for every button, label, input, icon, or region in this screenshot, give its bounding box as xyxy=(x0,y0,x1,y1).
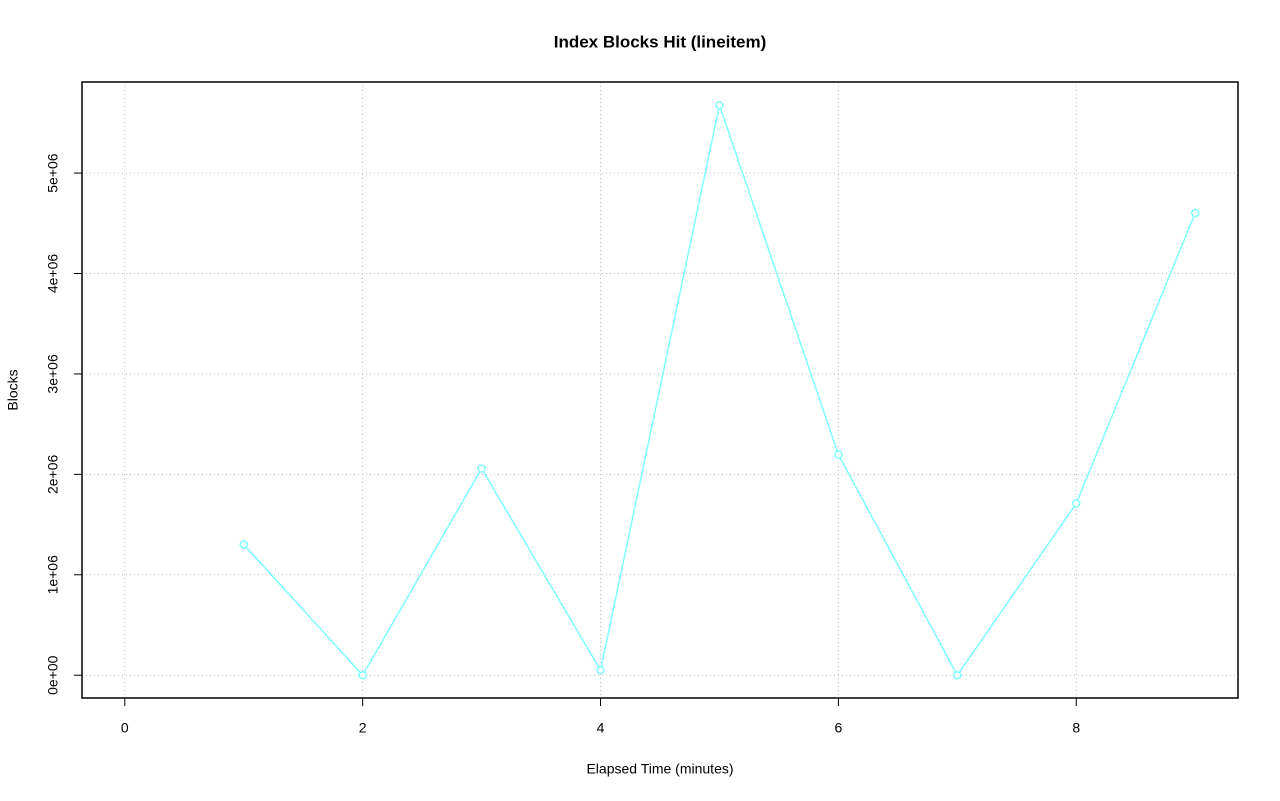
data-line xyxy=(243,102,1196,677)
x-tick-label: 2 xyxy=(359,720,367,736)
x-tick-label: 0 xyxy=(121,720,129,736)
y-axis-title: Blocks xyxy=(5,369,21,410)
x-tick-label: 4 xyxy=(597,720,605,736)
data-point xyxy=(715,100,724,110)
y-tick-label: 2e+06 xyxy=(45,454,61,494)
data-point xyxy=(358,670,367,680)
plot-frame xyxy=(81,81,1239,699)
data-point xyxy=(1190,208,1200,218)
y-tick-label: 4e+06 xyxy=(45,254,61,294)
y-tick-label: 5e+06 xyxy=(45,153,61,193)
data-point xyxy=(1072,499,1081,508)
data-point xyxy=(596,665,605,675)
x-tick-label: 6 xyxy=(834,720,842,736)
x-tick-label: 8 xyxy=(1072,720,1080,736)
y-tick-label: 1e+06 xyxy=(45,555,61,595)
x-axis-title: Elapsed Time (minutes) xyxy=(586,761,733,777)
data-point xyxy=(953,670,962,680)
y-tick-label: 0e+00 xyxy=(45,655,61,695)
data-point xyxy=(239,540,248,549)
data-point xyxy=(477,464,486,473)
data-point xyxy=(834,450,843,459)
chart-title: Index Blocks Hit (lineitem) xyxy=(554,32,767,51)
y-tick-label: 3e+06 xyxy=(45,354,61,394)
